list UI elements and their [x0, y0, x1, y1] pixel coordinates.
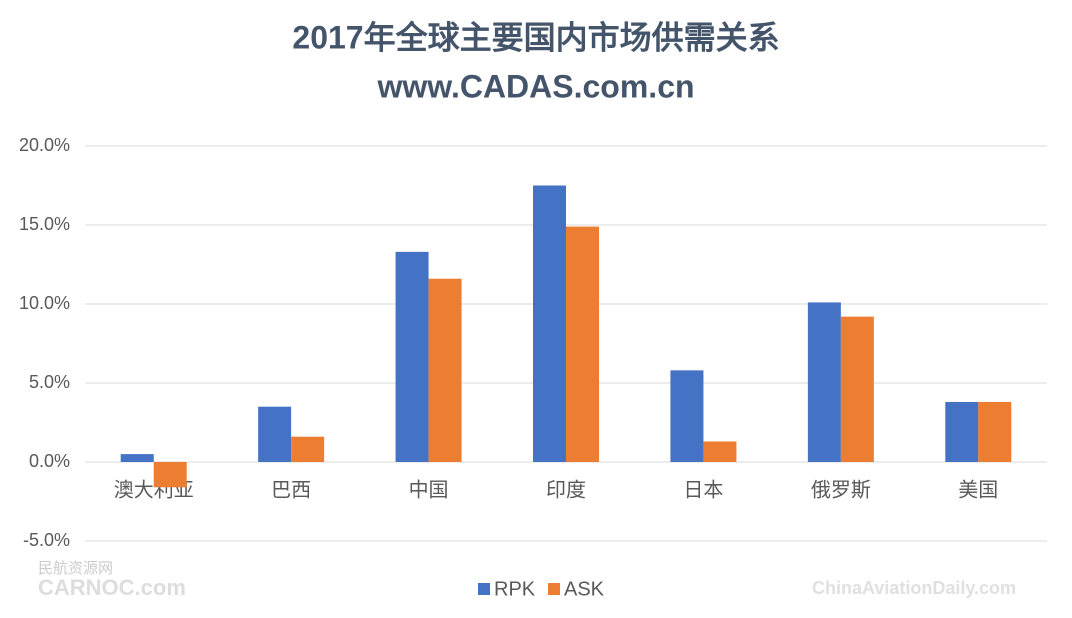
chart-subtitle: www.CADAS.com.cn [376, 68, 694, 104]
bar [945, 401, 979, 462]
bar [428, 278, 462, 462]
x-tick-label: 印度 [546, 478, 586, 501]
y-tick-label: 10.0% [19, 293, 70, 313]
bar [566, 226, 599, 462]
bar [153, 462, 187, 488]
legend-label: RPK [494, 578, 536, 600]
bar [670, 370, 704, 462]
watermark: ChinaAviationDaily.com [812, 578, 1016, 598]
chart-title: 2017年全球主要国内市场供需关系 [292, 19, 779, 55]
y-tick-label: 15.0% [19, 214, 70, 234]
bar [807, 302, 841, 462]
bar [395, 251, 429, 462]
y-tick-label: -5.0% [23, 530, 70, 550]
bar [533, 185, 566, 462]
y-tick-label: 20.0% [19, 135, 70, 155]
y-tick-label: 5.0% [29, 372, 70, 392]
watermark: 民航资源网 [38, 560, 113, 577]
x-tick-label: 巴西 [271, 479, 311, 501]
legend-swatch [478, 583, 490, 595]
legend-swatch [548, 583, 560, 595]
bar [840, 316, 874, 462]
x-tick-label: 中国 [409, 478, 449, 501]
bar [291, 436, 325, 462]
x-tick-label: 美国 [958, 478, 998, 501]
x-tick-label: 俄罗斯 [811, 478, 871, 501]
bar [258, 406, 292, 462]
bar [120, 454, 154, 462]
bar [978, 401, 1012, 462]
bar [703, 441, 737, 462]
y-tick-label: 0.0% [29, 451, 70, 471]
watermark: CARNOC.com [38, 575, 186, 600]
legend-label: ASK [564, 578, 605, 600]
x-tick-label: 日本 [683, 478, 723, 501]
